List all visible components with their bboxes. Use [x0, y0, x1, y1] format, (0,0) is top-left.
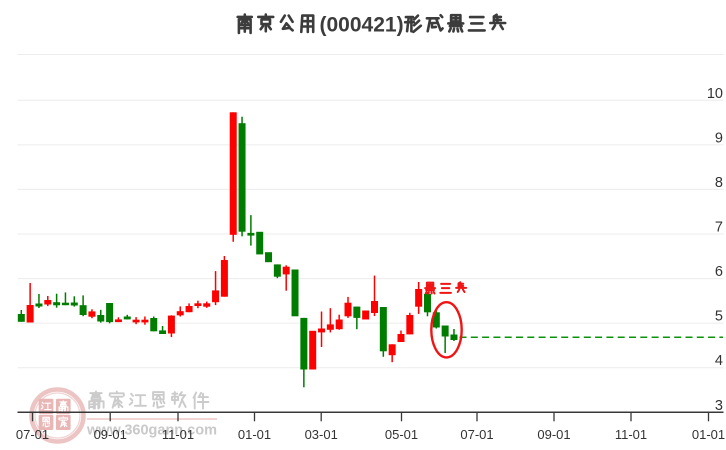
- svg-text:(000421): (000421): [320, 14, 404, 37]
- svg-text:01-01: 01-01: [238, 427, 271, 442]
- svg-text:09-01: 09-01: [537, 427, 570, 442]
- svg-text:09-01: 09-01: [94, 427, 127, 442]
- svg-text:05-01: 05-01: [385, 427, 418, 442]
- svg-text:11-01: 11-01: [162, 427, 194, 442]
- svg-text:03-01: 03-01: [305, 427, 338, 442]
- svg-text:07-01: 07-01: [16, 427, 49, 442]
- svg-text:5: 5: [715, 309, 723, 325]
- svg-text:8: 8: [715, 175, 723, 191]
- svg-text:10: 10: [707, 86, 723, 102]
- svg-text:4: 4: [715, 353, 723, 369]
- svg-text:07-01: 07-01: [460, 427, 493, 442]
- svg-text:www.360gann.com: www.360gann.com: [86, 423, 217, 439]
- svg-text:01-01: 01-01: [692, 427, 725, 442]
- svg-text:7: 7: [715, 220, 723, 236]
- svg-text:9: 9: [715, 130, 723, 146]
- svg-text:3: 3: [715, 398, 723, 414]
- svg-text:6: 6: [715, 264, 723, 280]
- svg-text:11-01: 11-01: [615, 427, 647, 442]
